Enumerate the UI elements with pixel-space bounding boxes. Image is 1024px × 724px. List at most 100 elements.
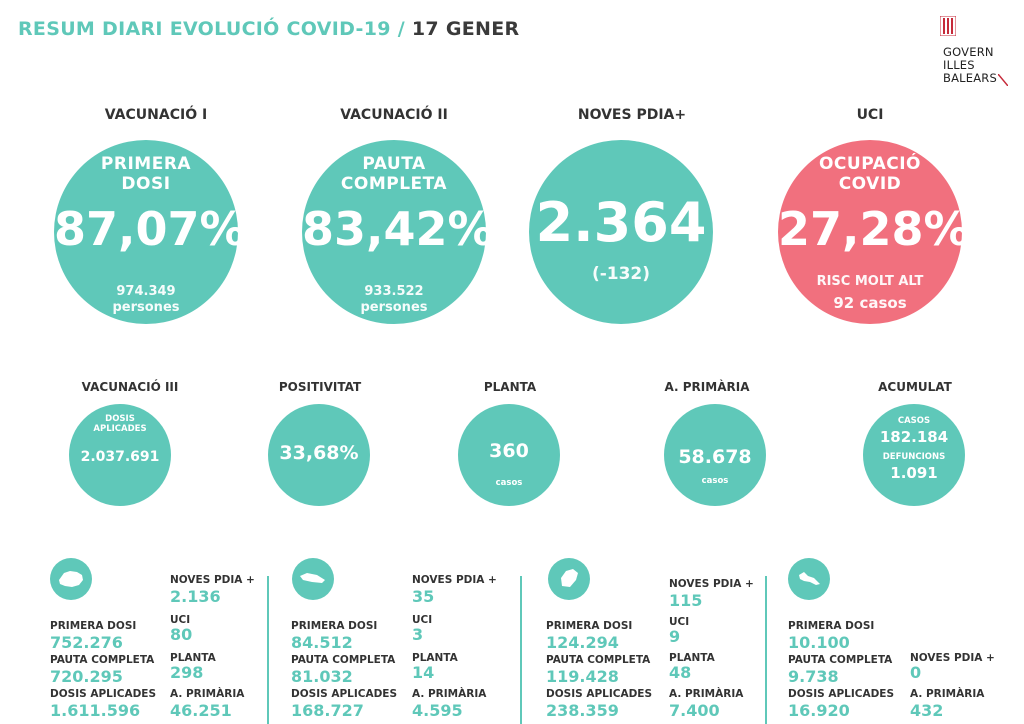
- logo-line-1: GOVERN: [943, 45, 994, 59]
- circle-top-line-1: PAUTA: [362, 154, 426, 174]
- primera-dosi-count: 974.349: [116, 284, 176, 299]
- pauta-completa-unit: persones: [360, 300, 428, 315]
- formentera-icon: [788, 558, 830, 600]
- dosis-aplicades-value: 238.359: [546, 701, 619, 720]
- a-primaria-value: 432: [910, 701, 944, 720]
- pauta-completa-count: 933.522: [364, 284, 424, 299]
- primera-dosi-value: 10.100: [788, 633, 850, 652]
- eivissa-icon: [548, 558, 590, 600]
- noves-pdia-value: 0: [910, 663, 922, 682]
- primera-dosi-label: PRIMERA DOSI: [291, 620, 378, 632]
- dosis-aplicades-value: 16.920: [788, 701, 850, 720]
- divider: [765, 576, 767, 724]
- casos-value: 182.184: [879, 428, 949, 446]
- planta-circle: 360 casos: [458, 404, 560, 506]
- a-primaria-label: A. PRIMÀRIA: [910, 688, 985, 700]
- section-label-planta: PLANTA: [483, 380, 537, 394]
- positivitat-circle: 33,68%: [268, 404, 370, 506]
- govern-logo: GOVERN ILLES BALEARS: [940, 16, 1010, 88]
- planta-unit: casos: [495, 478, 523, 488]
- mallorca-icon: [50, 558, 92, 600]
- logo-line-3: BALEARS: [943, 71, 997, 85]
- primera-dosi-unit: persones: [112, 300, 180, 315]
- section-label-acumulat: ACUMULAT: [878, 380, 952, 394]
- noves-pdia-label: NOVES PDIA +: [910, 652, 995, 664]
- page-title: RESUM DIARI EVOLUCIÓ COVID-19 / 17 GENER: [18, 18, 519, 40]
- uci-value: 3: [412, 625, 424, 644]
- defuncions-label: DEFUNCIONS: [882, 452, 946, 462]
- a-primaria-value: 58.678: [678, 446, 752, 468]
- pauta-completa-label: PAUTA COMPLETA: [546, 654, 651, 666]
- noves-pdia-change: (-132): [591, 264, 651, 284]
- logo-accent-icon: [998, 74, 1008, 86]
- vacunacio-3-circle: DOSIS APLICADES 2.037.691: [69, 404, 171, 506]
- dosis-aplicades-label: DOSIS APLICADES: [788, 688, 895, 700]
- noves-pdia-value: 2.136: [170, 587, 221, 606]
- a-primaria-value: 4.595: [412, 701, 463, 720]
- menorca-icon: [292, 558, 334, 600]
- circle-top-line-2: DOSI: [121, 174, 171, 194]
- noves-pdia-label: NOVES PDIA +: [669, 578, 754, 590]
- uci-label: UCI: [170, 614, 191, 626]
- pauta-completa-value: 720.295: [50, 667, 123, 686]
- a-primaria-unit: casos: [701, 476, 729, 486]
- section-label-vacunacio-2: VACUNACIÓ II: [340, 107, 448, 123]
- noves-pdia-value: 35: [412, 587, 435, 606]
- planta-label: PLANTA: [170, 652, 216, 664]
- primera-dosi-label: PRIMERA DOSI: [788, 620, 875, 632]
- section-label-a-primaria: A. PRIMÀRIA: [664, 380, 750, 394]
- planta-value: 14: [412, 663, 435, 682]
- pauta-completa-label: PAUTA COMPLETA: [50, 654, 155, 666]
- a-primaria-circle: 58.678 casos: [664, 404, 766, 506]
- primera-dosi-label: PRIMERA DOSI: [546, 620, 633, 632]
- primera-dosi-value: 124.294: [546, 633, 619, 652]
- planta-value: 360: [489, 440, 529, 462]
- uci-cases: 92 casos: [833, 294, 907, 312]
- uci-value: 9: [669, 627, 681, 646]
- dosis-aplicades-value: 2.037.691: [80, 449, 160, 465]
- a-primaria-label: A. PRIMÀRIA: [170, 688, 245, 700]
- planta-label: PLANTA: [412, 652, 458, 664]
- uci-circle: OCUPACIÓ COVID 27,28% RISC MOLT ALT 92 c…: [778, 140, 970, 324]
- uci-value: 80: [170, 625, 193, 644]
- title-text: RESUM DIARI EVOLUCIÓ COVID-19: [18, 18, 391, 40]
- casos-label: CASOS: [897, 416, 931, 426]
- primera-dosi-value: 752.276: [50, 633, 123, 652]
- circle-label-line-1: DOSIS: [105, 414, 135, 424]
- noves-pdia-label: NOVES PDIA +: [170, 574, 255, 586]
- dosis-aplicades-label: DOSIS APLICADES: [546, 688, 653, 700]
- planta-value: 298: [170, 663, 204, 682]
- a-primaria-value: 46.251: [170, 701, 232, 720]
- defuncions-value: 1.091: [890, 464, 938, 482]
- a-primaria-label: A. PRIMÀRIA: [412, 688, 487, 700]
- section-label-vacunacio-1: VACUNACIÓ I: [104, 107, 208, 123]
- pauta-completa-label: PAUTA COMPLETA: [291, 654, 396, 666]
- pauta-completa-value: 119.428: [546, 667, 619, 686]
- section-label-vacunacio-3: VACUNACIÓ III: [81, 380, 179, 394]
- divider: [267, 576, 269, 724]
- dosis-aplicades-value: 168.727: [291, 701, 364, 720]
- uci-value: 27,28%: [778, 202, 970, 256]
- dosis-aplicades-label: DOSIS APLICADES: [291, 688, 398, 700]
- uci-risk: RISC MOLT ALT: [816, 274, 924, 289]
- noves-pdia-circle: 2.364 (-132): [529, 140, 713, 324]
- circle-top-line-2: COMPLETA: [340, 174, 448, 194]
- govern-emblem-icon: [940, 16, 956, 36]
- primera-dosi-value: 84.512: [291, 633, 353, 652]
- dosis-aplicades-value: 1.611.596: [50, 701, 141, 720]
- noves-pdia-label: NOVES PDIA +: [412, 574, 497, 586]
- pauta-completa-value: 81.032: [291, 667, 353, 686]
- noves-pdia-value: 115: [669, 591, 703, 610]
- acumulat-circle: CASOS 182.184 DEFUNCIONS 1.091: [863, 404, 965, 506]
- a-primaria-value: 7.400: [669, 701, 720, 720]
- title-separator: /: [397, 18, 405, 40]
- circle-top-line-1: PRIMERA: [100, 154, 192, 174]
- uci-label: UCI: [412, 614, 433, 626]
- title-date: 17 GENER: [411, 18, 520, 40]
- logo-line-2: ILLES: [943, 58, 975, 72]
- positivitat-value: 33,68%: [279, 442, 359, 464]
- section-label-uci: UCI: [856, 107, 884, 123]
- circle-top-line-2: COVID: [838, 174, 902, 194]
- pauta-completa-value: 9.738: [788, 667, 839, 686]
- dosis-aplicades-label: DOSIS APLICADES: [50, 688, 157, 700]
